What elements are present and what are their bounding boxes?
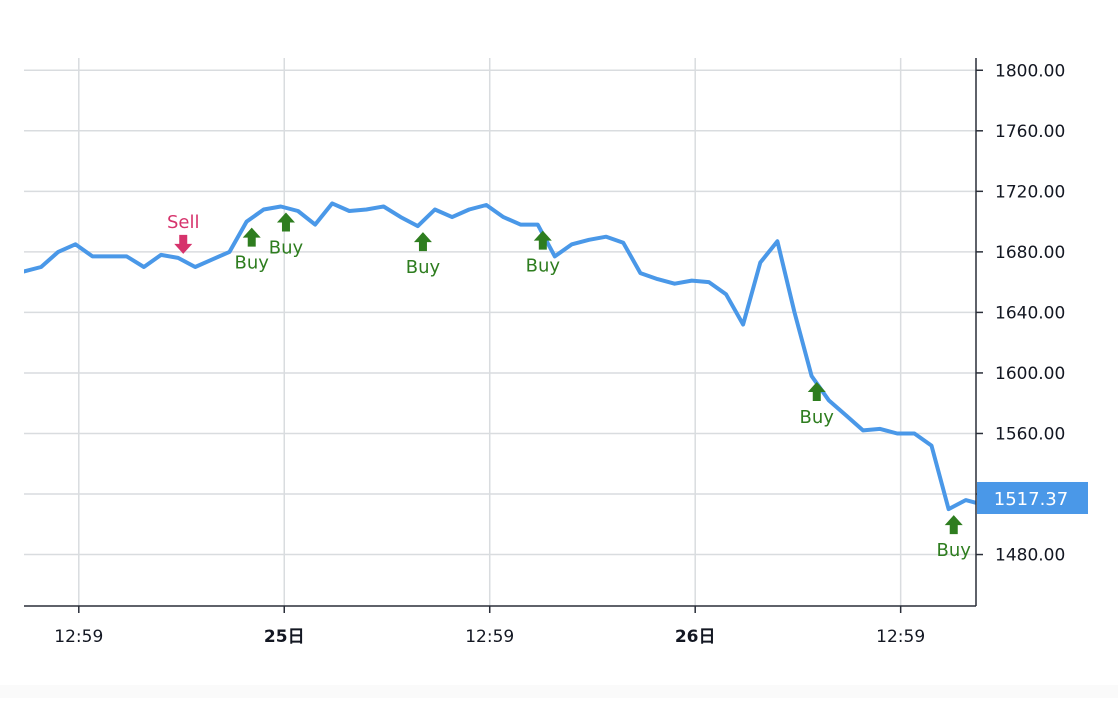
last-price-badge-bg — [977, 481, 1088, 514]
buy-label: Buy — [800, 407, 835, 428]
buy-marker: Buy — [269, 212, 304, 258]
buy-label: Buy — [526, 256, 561, 277]
buy-arrow-icon — [533, 230, 552, 250]
x-tick-label: 12:59 — [876, 627, 925, 647]
last-price-value: 1517.37 — [994, 489, 1068, 510]
buy-marker: Buy — [937, 515, 972, 561]
grid-lines — [24, 58, 976, 606]
y-tick-label: 1600.00 — [995, 364, 1065, 384]
sell-label: Sell — [167, 212, 200, 233]
buy-arrow-icon — [807, 381, 826, 401]
sell-marker: Sell — [167, 212, 200, 254]
x-tick-label: 26日 — [675, 627, 716, 647]
x-tick-label: 12:59 — [465, 627, 514, 647]
price-line-layer — [24, 201, 976, 512]
buy-marker: Buy — [526, 230, 561, 277]
y-tick-label: 1640.00 — [995, 303, 1065, 323]
y-tick-label: 1720.00 — [995, 182, 1065, 202]
axes: 1800.00 1760.00 1720.00 1680.00 1640.00 1600.… — [24, 58, 1088, 647]
x-tick-label: 25日 — [264, 627, 305, 647]
y-tick-label: 1480.00 — [995, 546, 1065, 566]
buy-arrow-icon — [944, 515, 963, 535]
buy-marker: Buy — [406, 232, 441, 278]
buy-label: Buy — [235, 253, 270, 274]
buy-arrow-icon — [413, 232, 432, 252]
bottom-strip — [0, 685, 1118, 698]
buy-label: Buy — [937, 540, 972, 561]
buy-arrow-icon — [276, 212, 295, 232]
price-line — [24, 201, 976, 512]
buy-marker: Buy — [800, 381, 835, 428]
y-tick-label: 1680.00 — [995, 243, 1065, 263]
buy-label: Buy — [269, 237, 304, 258]
y-tick-label: 1760.00 — [995, 122, 1065, 142]
y-tick-label: 1800.00 — [995, 61, 1065, 81]
x-tick-label: 12:59 — [54, 627, 103, 647]
buy-marker: Buy — [235, 227, 270, 274]
buy-label: Buy — [406, 257, 441, 278]
last-price-badge: 1517.37 — [977, 481, 1088, 514]
buy-arrow-icon — [242, 227, 261, 247]
y-tick-label: 1560.00 — [995, 424, 1065, 444]
sell-arrow-icon — [174, 234, 193, 254]
